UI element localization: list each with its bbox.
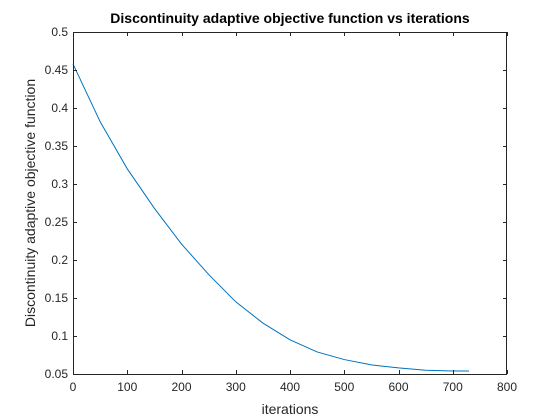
x-axis-label: iterations: [262, 401, 319, 417]
series-line-0: [72, 63, 470, 372]
y-tick-label: 0.25: [45, 215, 69, 229]
y-tick-label: 0.5: [51, 25, 68, 39]
y-tick-label: 0.45: [45, 63, 69, 77]
x-tick-label: 400: [280, 380, 300, 394]
x-tick-label: 500: [334, 380, 354, 394]
y-tick-label: 0.35: [45, 139, 69, 153]
ticks-layer: 0 100 200 300 400 500 600 700 800 0.05 0.1 0.15 0.2 0…: [45, 25, 518, 394]
y-tick-label: 0.05: [45, 367, 69, 381]
x-tick-label: 600: [388, 380, 408, 394]
y-tick-label: 0.15: [45, 291, 69, 305]
x-tick-label: 700: [443, 380, 463, 394]
x-tick-label: 300: [226, 380, 246, 394]
x-tick-label: 200: [171, 380, 191, 394]
y-tick-label: 0.3: [51, 177, 68, 191]
x-tick-label: 0: [70, 380, 77, 394]
series-layer: [72, 63, 470, 372]
plot-area: [73, 32, 507, 374]
x-tick-label: 100: [117, 380, 137, 394]
y-tick-label: 0.2: [51, 253, 68, 267]
y-tick-label: 0.1: [51, 329, 68, 343]
chart-title: Discontinuity adaptive objective functio…: [110, 10, 470, 26]
y-axis-label: Discontinuity adaptive objective functio…: [22, 79, 38, 327]
y-tick-label: 0.4: [51, 101, 68, 115]
x-tick-label: 800: [497, 380, 517, 394]
